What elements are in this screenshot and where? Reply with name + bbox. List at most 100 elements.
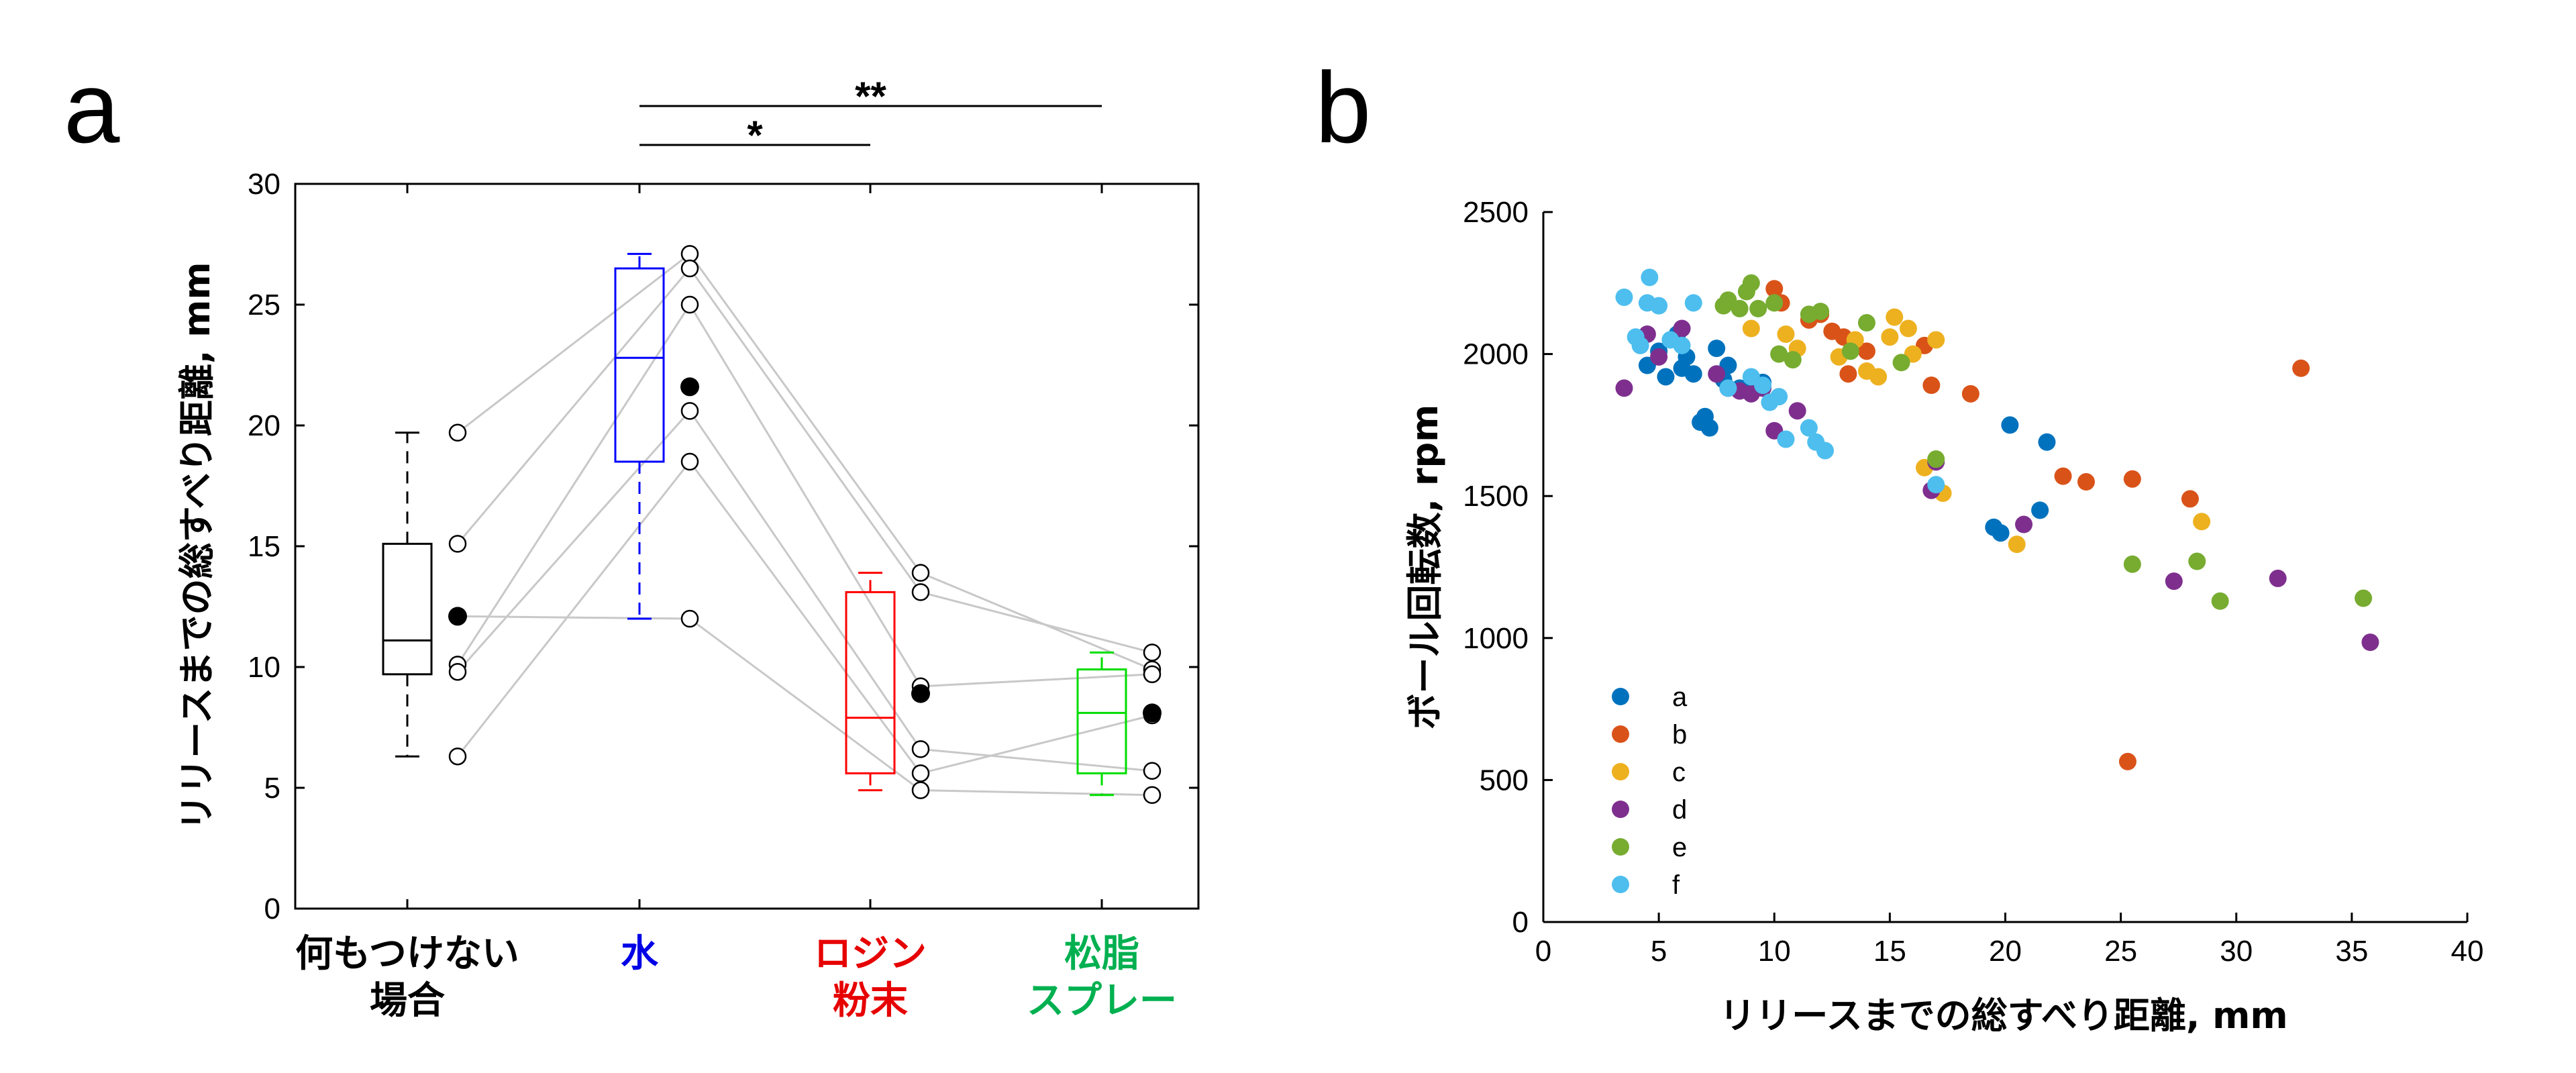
scatter-point-e	[2123, 555, 2141, 573]
y-tick-label: 30	[248, 168, 280, 201]
legend-label-a: a	[1672, 682, 1688, 712]
scatter-point-b	[1922, 376, 1941, 395]
panel-a-label: a	[64, 51, 120, 164]
y-tick-label: 1500	[1463, 480, 1529, 513]
significance-label: **	[855, 74, 886, 119]
scatter-point-c	[1899, 319, 1917, 338]
scatter-point-e	[1742, 274, 1760, 292]
category-label: 粉末	[833, 979, 908, 1023]
subject-points	[448, 245, 1162, 805]
scatter-point-b	[2054, 467, 2072, 485]
subject-point	[680, 609, 699, 628]
scatter-point-a	[1708, 340, 1726, 358]
scatter-point-b	[1857, 342, 1875, 360]
scatter-point-a	[1992, 524, 2010, 542]
subject-point	[448, 662, 467, 681]
scatter-point-c	[1742, 319, 1760, 338]
y-tick-label: 25	[248, 289, 280, 321]
y-tick-label: 20	[248, 409, 280, 442]
x-tick-label: 5	[1651, 935, 1667, 968]
mean-point	[1143, 703, 1162, 723]
subject-point	[1143, 665, 1162, 684]
subject-point	[911, 781, 930, 799]
x-axis-ticks-a	[406, 184, 1103, 909]
panel-b-label: b	[1315, 51, 1371, 164]
x-tick-label: 30	[2220, 935, 2253, 968]
scatter-point-d	[1708, 365, 1726, 383]
scatter-point-f	[1684, 294, 1702, 312]
scatter-point-b	[2118, 752, 2136, 770]
scatter-point-d	[2015, 515, 2033, 533]
scatter-point-f	[1816, 442, 1834, 460]
box-iqr	[382, 542, 433, 676]
y-tick-label: 0	[1512, 906, 1529, 939]
y-tick-label: 1000	[1463, 622, 1529, 655]
subject-line	[456, 303, 1153, 688]
subject-line	[456, 409, 1153, 772]
category-label: 水	[621, 932, 659, 976]
y-axis-ticks-a: 0 5 10 15 20 25 30	[248, 168, 1198, 925]
subject-line	[457, 615, 1153, 797]
significance-label: *	[747, 113, 763, 158]
mean-markers	[448, 377, 1162, 723]
legend-label-b: b	[1672, 720, 1687, 750]
scatter-point-f	[1719, 379, 1737, 397]
scatter-point-b	[1765, 280, 1784, 298]
y-tick-label: 15	[248, 530, 280, 563]
mean-point	[680, 377, 699, 397]
subject-point	[1143, 786, 1162, 805]
scatter-point-a	[1657, 368, 1675, 386]
x-tick-label: 15	[1873, 935, 1906, 968]
scatter-point-f	[1641, 268, 1659, 287]
legend-marker-b	[1612, 725, 1629, 743]
subject-line	[456, 460, 1153, 775]
box-plots	[382, 252, 1127, 797]
y-axis-ticks-b: 0 500 1000 1500 2000 2500	[1463, 196, 1553, 939]
scatter-point-d	[1615, 379, 1633, 397]
y-tick-label: 2000	[1463, 338, 1529, 371]
scatter-points	[1615, 268, 2379, 770]
scatter-point-a	[2031, 501, 2049, 519]
y-axis-label-b: ボール回転数, rpm	[1404, 405, 1446, 730]
mean-point	[448, 607, 467, 626]
scatter-point-b	[1961, 385, 1979, 403]
scatter-point-e	[1857, 314, 1875, 332]
y-tick-label: 0	[264, 892, 280, 925]
x-axis-label-b: リリースまでの総すべり距離, mm	[1719, 994, 2287, 1037]
subject-point	[911, 740, 930, 758]
scatter-point-e	[1927, 450, 1945, 468]
scatter-point-f	[1927, 476, 1945, 494]
scatter-point-a	[2038, 433, 2056, 451]
scatter-point-e	[1770, 345, 1788, 363]
scatter-point-e	[1812, 303, 1830, 321]
subject-point	[911, 564, 930, 582]
scatter-point-e	[1892, 354, 1910, 372]
box-iqr	[1076, 668, 1127, 774]
scatter-point-b	[1839, 365, 1857, 383]
subject-point	[680, 295, 699, 314]
scatter-point-f	[1631, 336, 1649, 354]
scatter-point-c	[2008, 535, 2026, 554]
scatter-point-d	[2165, 572, 2183, 591]
scatter-point-d	[2361, 633, 2379, 652]
scatter-point-f	[1800, 419, 1818, 437]
subject-line	[456, 266, 1153, 654]
scatter-point-d	[1673, 319, 1691, 338]
box-iqr	[845, 591, 896, 774]
x-tick-label: 40	[2451, 935, 2484, 968]
scatter-point-e	[1765, 294, 1784, 312]
scatter-point-c	[1881, 328, 1899, 346]
panel-b: b 0 5 10 15 20 25 30 35 40 05001000150020002500 …	[1315, 51, 2483, 1037]
subject-point	[448, 747, 467, 766]
scatter-point-c	[1869, 368, 1888, 386]
x-tick-label: 25	[2104, 935, 2137, 968]
legend-label-d: d	[1672, 795, 1687, 825]
scatter-point-f	[1673, 336, 1691, 354]
scatter-point-e	[2355, 589, 2373, 607]
scatter-point-e	[1841, 342, 1859, 360]
subject-point	[448, 423, 467, 442]
scatter-point-e	[1731, 299, 1749, 317]
